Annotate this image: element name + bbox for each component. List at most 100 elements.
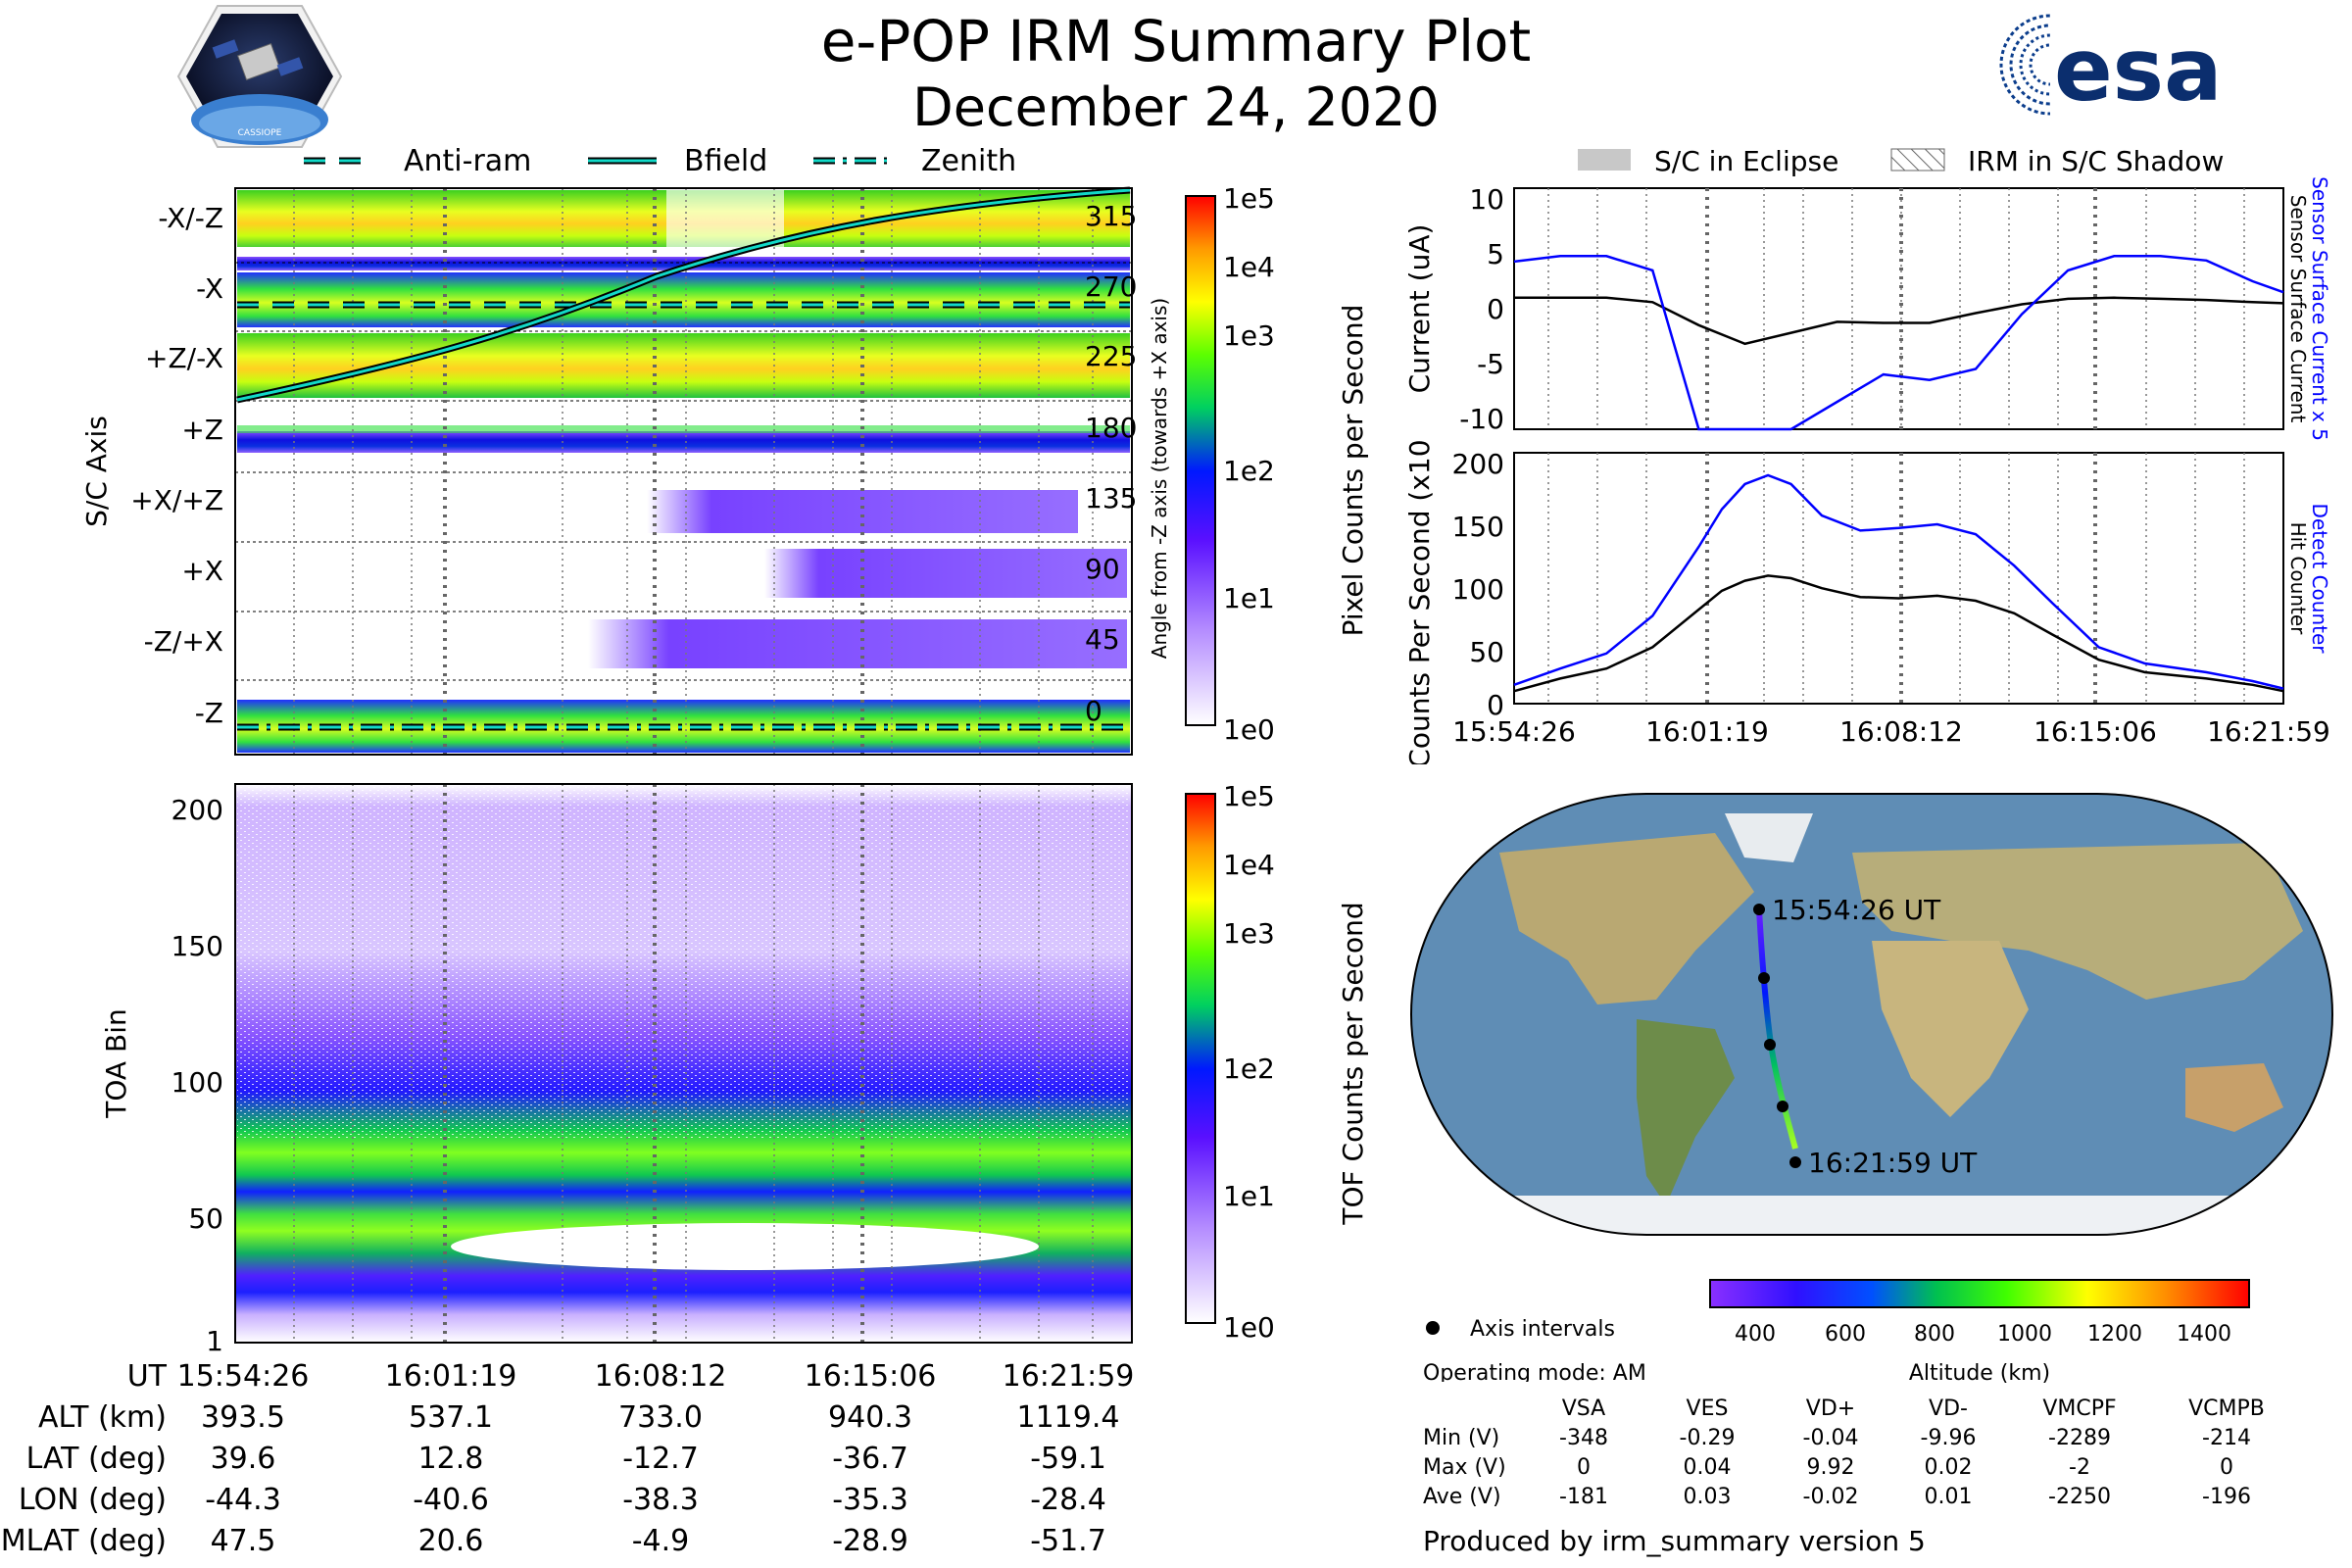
toa-white-gap (451, 1223, 1039, 1270)
angle-tick-list: 315 270 225 180 135 90 45 0 (1085, 200, 1137, 727)
current-yticks: 10 5 0 -5 -10 (1459, 183, 1504, 435)
blob-mz-px (588, 619, 1127, 668)
current-ytick: 10 (1469, 183, 1504, 216)
interval-point (1764, 1039, 1776, 1051)
axis-label-mz: -Z (195, 697, 223, 729)
angle-tick: 0 (1085, 695, 1102, 727)
tof-colorbar (1185, 793, 1216, 1324)
altitude-colorbar: 400 600 800 1000 1200 1400 Altitude (km) (1709, 1279, 2250, 1386)
toa-ytick: 1 (206, 1325, 223, 1357)
axis-spectrogram-panel: -X/-Z -X +Z/-X +Z +X/+Z +X -Z/+X -Z S/C … (80, 182, 1369, 756)
orbit-cell: -40.6 (413, 1483, 489, 1517)
voltage-cell: -196 (2202, 1485, 2251, 1509)
page-subtitle-date: December 24, 2020 (912, 76, 1440, 138)
orbit-cell: -4.9 (632, 1524, 690, 1558)
alt-tick: 1200 (2087, 1322, 2142, 1347)
shadow-legend: S/C in Eclipse IRM in S/C Shadow (1578, 145, 2224, 177)
current-right-label-blue: Sensor Surface Current x 5 (2308, 176, 2331, 441)
voltage-cell: 0 (1577, 1455, 1591, 1480)
pixel-colorbar-ticks: 1e5 1e4 1e3 1e2 1e1 1e0 (1223, 182, 1275, 746)
voltage-cell: 9.92 (1807, 1455, 1855, 1480)
counts-ytick: 150 (1452, 511, 1504, 543)
orbit-cell: 16:01:19 (385, 1359, 517, 1394)
voltage-header: VMCPF (2042, 1396, 2116, 1421)
voltage-row-label: Ave (V) (1423, 1485, 1501, 1509)
angle-tick: 225 (1085, 340, 1137, 372)
legend-eclipse: S/C in Eclipse (1654, 145, 1838, 177)
axis-label-px-pz: +X/+Z (130, 484, 223, 516)
orbit-cell: 13.7 (838, 1565, 904, 1568)
ground-track-map: 15:54:26 UT 16:21:59 UT (1410, 793, 2333, 1236)
continent-africa (1872, 941, 2029, 1117)
axis-label-mz-px: -Z/+X (144, 625, 223, 658)
axis-ylabel: S/C Axis (80, 416, 113, 527)
counts-yticks: 200 150 100 50 0 (1452, 448, 1504, 721)
blob-px-pz (647, 490, 1078, 533)
legend-axis-intervals: Axis intervals (1470, 1317, 1615, 1342)
operating-mode: Operating mode: AM (1423, 1361, 1646, 1382)
cbar-tick: 1e4 (1223, 251, 1275, 283)
current-ytick: -10 (1459, 403, 1504, 435)
orbit-cell: 16:08:12 (595, 1359, 727, 1394)
counts-ytick: 200 (1452, 448, 1504, 480)
series-line-1 (1513, 473, 2284, 690)
cbar-tick: 1e1 (1223, 1180, 1275, 1212)
interval-point (1753, 904, 1765, 915)
orbit-cell: 13.5 (418, 1565, 484, 1568)
page-title: e-POP IRM Summary Plot (820, 8, 1532, 74)
axis-label-mx-mz: -X/-Z (158, 202, 223, 234)
current-ytick: -5 (1477, 348, 1504, 380)
voltage-cell: -181 (1559, 1485, 1608, 1509)
orbit-cell: -38.3 (622, 1483, 699, 1517)
orbit-row-label: LAT (deg) (26, 1442, 167, 1476)
alt-tick: 600 (1825, 1322, 1866, 1347)
cbar-tick: 1e1 (1223, 582, 1275, 614)
voltage-header: VSA (1562, 1396, 1605, 1421)
legend-zenith: Zenith (921, 144, 1016, 178)
orbit-cell: 47.5 (211, 1524, 276, 1558)
line-legend: Anti-ram Bfield Zenith (304, 144, 1016, 178)
cbar-tick: 1e0 (1223, 1311, 1275, 1344)
continent-north-america (1499, 833, 1754, 1004)
orbit-row-label: MLT (hrs) (32, 1565, 167, 1568)
toa-time-grid (293, 784, 1094, 1343)
counts-xticks: 15:54:26 16:01:19 16:08:12 16:15:06 16:2… (1452, 715, 2330, 748)
legend-antiram: Anti-ram (404, 144, 531, 178)
orbit-row-label: UT (127, 1359, 168, 1394)
counts-plot-panel: 200 150 100 50 0 Counts Per Second (x10^… (1403, 441, 2331, 764)
voltage-cell: -0.02 (1803, 1485, 1859, 1509)
cbar-tick: 1e2 (1223, 1053, 1275, 1085)
orbit-cell: 16:15:06 (805, 1359, 937, 1394)
altitude-label: Altitude (km) (1909, 1361, 2050, 1386)
blob-px (764, 549, 1127, 598)
altitude-ticks: 400 600 800 1000 1200 1400 (1735, 1322, 2231, 1347)
continent-australia (2185, 1063, 2283, 1132)
eclipse-swatch (1578, 149, 1631, 171)
orbit-cell: 16:21:59 (1003, 1359, 1135, 1394)
voltage-cell: -2250 (2048, 1485, 2111, 1509)
interval-point (1758, 972, 1770, 984)
toa-ytick: 100 (172, 1066, 223, 1099)
sector-separators (235, 262, 1132, 681)
toa-ytick: 200 (172, 794, 223, 826)
voltage-cell: 0 (2220, 1455, 2233, 1480)
voltage-cell: -2 (2069, 1455, 2090, 1480)
orbit-cell: -28.9 (832, 1524, 908, 1558)
voltage-header: VCMPB (2188, 1396, 2265, 1421)
cbar-tick: 1e3 (1223, 917, 1275, 950)
axis-label-px: +X (181, 555, 223, 587)
orbit-cell: -28.4 (1030, 1483, 1106, 1517)
counts-xtick: 16:21:59 (2207, 715, 2330, 748)
counts-xtick: 15:54:26 (1452, 715, 1576, 748)
counts-xtick: 16:08:12 (1839, 715, 1963, 748)
legend-shadow: IRM in S/C Shadow (1968, 145, 2224, 177)
axis-label-mx: -X (196, 272, 223, 305)
orbit-cell: 733.0 (618, 1400, 703, 1435)
current-ytick: 5 (1487, 238, 1504, 270)
counts-ylabel: Counts Per Second (x10^3) (1403, 441, 1436, 764)
track-end-label: 16:21:59 UT (1808, 1147, 1978, 1179)
voltage-cell: -0.04 (1803, 1426, 1859, 1450)
orbit-cell: -12.7 (622, 1442, 699, 1476)
orbit-cell: -59.1 (1030, 1442, 1106, 1476)
band-mx (237, 272, 1130, 327)
